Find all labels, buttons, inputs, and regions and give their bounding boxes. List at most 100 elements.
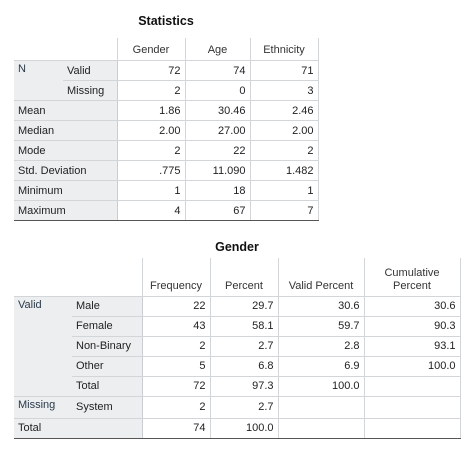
- row-label: Total: [72, 375, 143, 397]
- statistics-title: Statistics: [138, 14, 194, 28]
- cell: 22: [141, 295, 211, 317]
- column-header: Ethnicity: [249, 38, 319, 61]
- empty-cell: [363, 417, 461, 439]
- cell: 74: [184, 60, 251, 81]
- row-label: Male: [72, 295, 143, 317]
- cell: 6.9: [277, 355, 365, 377]
- row: Total 74 100.0: [14, 417, 461, 439]
- cell: 58.1: [209, 315, 279, 337]
- cell: 5: [141, 355, 211, 377]
- cell: 1.482: [249, 160, 319, 181]
- cell: 1: [249, 180, 319, 201]
- cell: 59.7: [277, 315, 365, 337]
- row-label: Std. Deviation: [14, 160, 118, 181]
- cell: 2: [249, 140, 319, 161]
- cell: 90.3: [363, 315, 461, 337]
- cell: 0: [184, 80, 251, 101]
- row-label: Median: [14, 120, 118, 141]
- cell: 1.86: [116, 100, 186, 121]
- row: Female 43 58.1 59.7 90.3: [14, 315, 461, 337]
- cell: 30.6: [277, 295, 365, 317]
- row-label: Female: [72, 315, 143, 337]
- cell: 71: [249, 60, 319, 81]
- cell: 6.8: [209, 355, 279, 377]
- row: Mode 2 22 2: [14, 140, 319, 161]
- row: Minimum 1 18 1: [14, 180, 319, 201]
- row: Total 72 97.3 100.0: [14, 375, 461, 397]
- cell: 67: [184, 200, 251, 221]
- header-row: Gender Age Ethnicity: [14, 38, 319, 61]
- cell: 11.090: [184, 160, 251, 181]
- row-label: Valid: [63, 60, 118, 81]
- cell: 22: [184, 140, 251, 161]
- cell: 2: [116, 80, 186, 101]
- cell: 72: [116, 60, 186, 81]
- cell: 97.3: [209, 375, 279, 397]
- cell: 93.1: [363, 335, 461, 357]
- cell: 74: [141, 417, 211, 439]
- row: N Valid 72 74 71: [14, 60, 319, 101]
- row: Missing System 2 2.7: [14, 395, 461, 419]
- cell: 100.0: [277, 375, 365, 397]
- cell: 27.00: [184, 120, 251, 141]
- row: Mean 1.86 30.46 2.46: [14, 100, 319, 121]
- row-label: Mean: [14, 100, 118, 121]
- cell: 2.7: [209, 335, 279, 357]
- column-header: Cumulative Percent: [363, 258, 461, 297]
- cell: 29.7: [209, 295, 279, 317]
- column-header: Percent: [209, 258, 279, 297]
- cell: 2: [116, 140, 186, 161]
- corner: [14, 258, 142, 296]
- empty-cell: [363, 375, 461, 397]
- frequency-table: Frequency Percent Valid Percent Cumulative …: [14, 258, 461, 439]
- empty-cell: [277, 395, 365, 419]
- cell: 2.46: [249, 100, 319, 121]
- cell: 18: [184, 180, 251, 201]
- row-label: Mode: [14, 140, 118, 161]
- cell: 2.7: [209, 395, 279, 419]
- cell: .775: [116, 160, 186, 181]
- cell: 7: [249, 200, 319, 221]
- cell: 2: [141, 395, 211, 419]
- row: Std. Deviation .775 11.090 1.482: [14, 160, 319, 181]
- cell: 2.00: [116, 120, 186, 141]
- cell: 72: [141, 375, 211, 397]
- row-label: Minimum: [14, 180, 118, 201]
- column-header: Gender: [116, 38, 186, 61]
- cell: 1: [116, 180, 186, 201]
- corner: [14, 38, 117, 61]
- row-label: Total: [14, 417, 143, 439]
- row-label: Maximum: [14, 200, 118, 221]
- row-label: Non-Binary: [72, 335, 143, 357]
- row: Median 2.00 27.00 2.00: [14, 120, 319, 141]
- empty-cell: [363, 395, 461, 419]
- row: Maximum 4 67 7: [14, 200, 319, 221]
- cell: 30.6: [363, 295, 461, 317]
- column-header: Valid Percent: [277, 258, 365, 297]
- empty-cell: [277, 417, 365, 439]
- row-label: Other: [72, 355, 143, 377]
- cell: 2.8: [277, 335, 365, 357]
- cell: 30.46: [184, 100, 251, 121]
- statistics-table: Gender Age Ethnicity N Valid 72 74 71 Missing 2 0 3…: [14, 38, 319, 221]
- row-label: System: [72, 395, 143, 419]
- column-header: Age: [184, 38, 251, 61]
- cell: 100.0: [209, 417, 279, 439]
- row-label: Missing: [63, 80, 118, 101]
- row-group-label: Valid: [14, 295, 72, 397]
- header-row: Frequency Percent Valid Percent Cumulative …: [14, 258, 461, 297]
- cell: 2.00: [249, 120, 319, 141]
- row: Non-Binary 2 2.7 2.8 93.1: [14, 335, 461, 357]
- cell: 3: [249, 80, 319, 101]
- cell: 100.0: [363, 355, 461, 377]
- row: Valid Male 22 29.7 30.6 30.6: [14, 295, 461, 397]
- cell: 4: [116, 200, 186, 221]
- column-header: Frequency: [141, 258, 211, 297]
- row-group-label: N: [14, 60, 63, 101]
- cell: 43: [141, 315, 211, 337]
- row-group-label: Missing: [14, 395, 72, 419]
- row: Other 5 6.8 6.9 100.0: [14, 355, 461, 377]
- frequency-title: Gender: [215, 240, 259, 254]
